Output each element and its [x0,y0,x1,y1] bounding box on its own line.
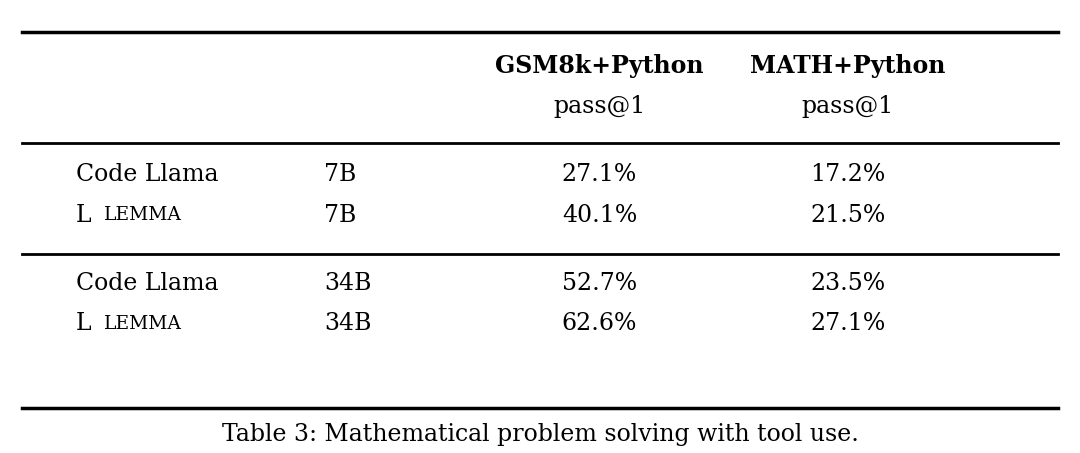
Text: 17.2%: 17.2% [810,163,886,186]
Text: L: L [76,204,91,226]
Text: L: L [76,313,91,335]
Text: LEMMA: LEMMA [104,315,181,333]
Text: 23.5%: 23.5% [810,272,886,294]
Text: 34B: 34B [324,313,372,335]
Text: 27.1%: 27.1% [562,163,637,186]
Text: pass@1: pass@1 [801,95,894,118]
Text: LEMMA: LEMMA [104,206,181,224]
Text: GSM8k+Python: GSM8k+Python [495,54,704,77]
Text: 62.6%: 62.6% [562,313,637,335]
Text: 7B: 7B [324,204,356,226]
Text: 27.1%: 27.1% [810,313,886,335]
Text: MATH+Python: MATH+Python [751,54,945,77]
Text: Table 3: Mathematical problem solving with tool use.: Table 3: Mathematical problem solving wi… [221,424,859,446]
Text: 21.5%: 21.5% [810,204,886,226]
Text: 34B: 34B [324,272,372,294]
Text: 52.7%: 52.7% [562,272,637,294]
Text: 40.1%: 40.1% [562,204,637,226]
Text: Code Llama: Code Llama [76,163,218,186]
Text: Code Llama: Code Llama [76,272,218,294]
Text: 7B: 7B [324,163,356,186]
Text: pass@1: pass@1 [553,95,646,118]
